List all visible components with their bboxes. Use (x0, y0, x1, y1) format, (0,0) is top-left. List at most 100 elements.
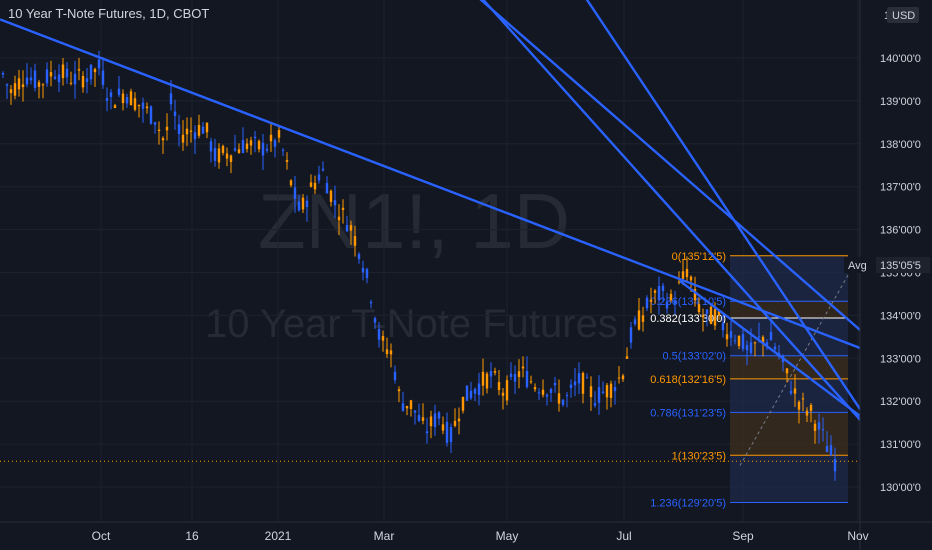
candle-body (377, 328, 381, 340)
candle-body (637, 310, 641, 330)
candle-body (221, 145, 225, 153)
candle-body (457, 418, 461, 422)
candle-body (809, 405, 813, 411)
x-tick-label: Oct (92, 529, 111, 543)
candle-body (533, 387, 537, 390)
candle-body (41, 84, 45, 86)
candle-body (193, 132, 197, 140)
candle-body (173, 111, 177, 116)
candle-body (677, 281, 681, 283)
candlestick-series (1, 50, 837, 481)
candle-body (317, 174, 321, 181)
candle-body (381, 335, 385, 341)
x-tick-label: 16 (185, 529, 199, 543)
candle-body (421, 417, 425, 421)
candle-body (177, 124, 181, 134)
candle-body (157, 129, 161, 131)
candle-body (729, 331, 733, 338)
candle-body (17, 78, 21, 90)
candle-body (697, 304, 701, 313)
candle-body (225, 153, 229, 159)
candle-body (29, 77, 33, 81)
fib-level-label: 1.236(129'20'5) (650, 497, 726, 509)
candle-body (245, 143, 249, 150)
candle-body (233, 148, 237, 151)
candle-body (709, 306, 713, 325)
candle-body (585, 377, 589, 379)
currency-label[interactable]: USD (892, 10, 915, 22)
candle-body (801, 398, 805, 400)
candle-body (197, 124, 201, 136)
x-tick-label: May (496, 529, 519, 543)
candle-body (305, 200, 309, 208)
currency-badge[interactable] (887, 7, 919, 23)
candle-body (209, 141, 213, 152)
candle-body (737, 335, 741, 346)
candle-body (681, 271, 685, 279)
candle-body (277, 130, 281, 138)
trendline[interactable] (0, 18, 932, 377)
candle-body (341, 207, 345, 210)
candle-body (137, 104, 141, 107)
candle-body (489, 371, 493, 377)
candle-body (649, 299, 653, 302)
candle-body (745, 344, 749, 351)
candle-body (501, 392, 505, 396)
candle-body (481, 371, 485, 386)
candle-body (741, 334, 745, 349)
candle-body (693, 289, 697, 301)
fibonacci-retracement[interactable]: 0(135'12'5)0.236(134'10'5)0.382(133'30'0… (0, 251, 860, 510)
candle-body (153, 122, 157, 125)
candle-body (661, 285, 665, 292)
candle-body (797, 401, 801, 410)
candle-body (149, 106, 153, 124)
candle-body (257, 140, 261, 150)
candle-body (65, 68, 69, 78)
candle-body (485, 373, 489, 389)
candle-body (85, 78, 89, 83)
candle-body (353, 236, 357, 246)
candle-body (237, 149, 241, 154)
candle-body (689, 276, 693, 281)
candle-body (461, 396, 465, 411)
candle-body (705, 309, 709, 314)
y-tick-label: 134'00'0 (880, 310, 921, 322)
fib-level-label: 0.786(131'23'5) (650, 407, 726, 419)
candle-body (13, 83, 17, 96)
candle-body (349, 225, 353, 231)
candle-body (833, 459, 837, 472)
candle-body (477, 383, 481, 395)
x-tick-label: 2021 (265, 529, 292, 543)
candle-body (641, 315, 645, 322)
candle-body (761, 336, 765, 344)
candle-body (113, 105, 117, 108)
candle-body (37, 82, 41, 87)
avg-value: 135'05'5 (880, 260, 921, 272)
chart-title: 10 Year T-Note Futures, 1D, CBOT (8, 6, 210, 21)
candle-body (385, 349, 389, 354)
candle-body (409, 400, 413, 409)
candle-body (241, 140, 245, 153)
candle-body (553, 382, 557, 386)
fib-zone (730, 355, 848, 379)
candle-body (785, 368, 789, 374)
avg-label: Avg (848, 260, 867, 272)
candle-body (793, 388, 797, 394)
candle-body (313, 182, 317, 190)
candle-body (589, 386, 593, 398)
candle-body (201, 126, 205, 134)
fib-zone (730, 455, 848, 503)
fib-level-label: 0.5(133'02'0) (662, 351, 726, 363)
candle-body (361, 268, 365, 273)
candle-body (525, 371, 529, 387)
candle-body (61, 64, 65, 79)
candle-body (249, 140, 253, 146)
candle-body (185, 128, 189, 135)
candle-body (673, 300, 677, 304)
candle-body (129, 91, 133, 106)
candle-body (105, 98, 109, 101)
candle-body (573, 381, 577, 386)
candle-body (121, 93, 125, 104)
candle-body (429, 416, 433, 427)
